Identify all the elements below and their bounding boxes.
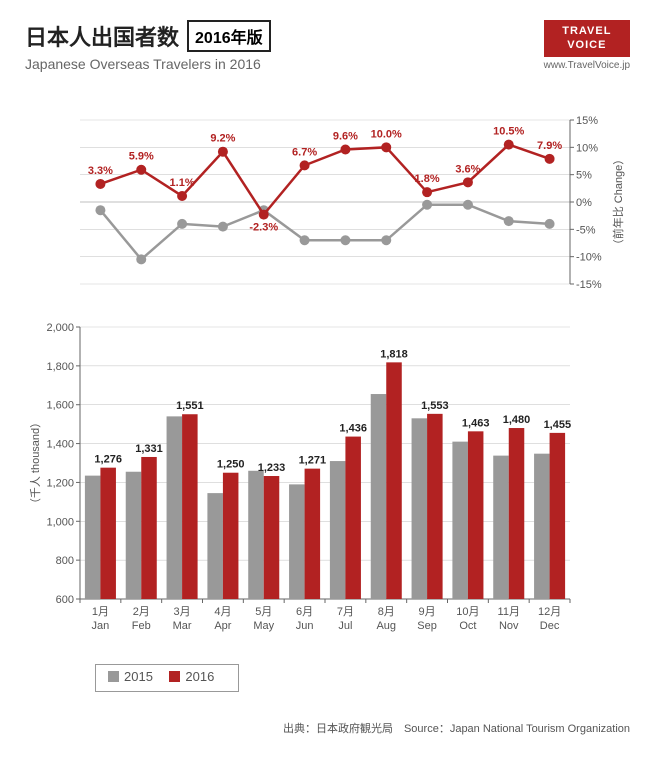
svg-text:8月: 8月 [378,606,395,618]
svg-text:600: 600 [56,594,74,606]
svg-text:2月: 2月 [133,606,150,618]
svg-text:2,000: 2,000 [46,322,74,334]
svg-text:6.7%: 6.7% [292,146,317,158]
svg-text:1,200: 1,200 [46,477,74,489]
svg-text:9月: 9月 [419,606,436,618]
svg-text:1,276: 1,276 [94,454,122,466]
svg-text:5.9%: 5.9% [129,151,154,163]
svg-text:4月: 4月 [214,606,231,618]
svg-text:Mar: Mar [173,620,192,632]
legend-label-2015: 2015 [124,669,153,684]
svg-text:Dec: Dec [540,620,560,632]
legend-swatch-2016 [169,671,180,682]
subtitle: Japanese Overseas Travelers in 2016 [25,56,630,72]
svg-text:12月: 12月 [538,606,561,618]
svg-text:Sep: Sep [417,620,437,632]
svg-text:1,551: 1,551 [176,400,204,412]
legend-item-2015: 2015 [108,669,153,684]
source-text: 出典：日本政府観光局 Source：Japan National Tourism… [25,720,630,736]
svg-text:-10%: -10% [576,252,602,264]
svg-text:1.8%: 1.8% [415,173,440,185]
svg-text:7月: 7月 [337,606,354,618]
svg-text:-15%: -15% [576,279,602,291]
legend-label-2016: 2016 [185,669,214,684]
svg-text:15%: 15% [576,115,598,127]
svg-text:10月: 10月 [456,606,479,618]
svg-text:Jun: Jun [296,620,314,632]
svg-text:6月: 6月 [296,606,313,618]
svg-text:1,331: 1,331 [135,443,163,455]
svg-text:5%: 5% [576,170,592,182]
logo-line1: TRAVEL [552,24,622,38]
svg-text:-5%: -5% [576,224,596,236]
svg-text:10.0%: 10.0% [371,128,402,140]
svg-text:Feb: Feb [132,620,151,632]
svg-text:1,553: 1,553 [421,400,449,412]
svg-text:1,600: 1,600 [46,400,74,412]
svg-text:10%: 10% [576,142,598,154]
svg-text:1,271: 1,271 [299,455,327,467]
svg-text:7.9%: 7.9% [537,140,562,152]
svg-text:10.5%: 10.5% [493,126,524,138]
svg-text:1,818: 1,818 [380,348,408,360]
svg-text:0%: 0% [576,197,592,209]
svg-text:1,436: 1,436 [339,423,367,435]
title-jp: 日本人出国者数 [25,20,179,52]
svg-text:Jul: Jul [338,620,352,632]
legend-swatch-2015 [108,671,119,682]
svg-text:1,233: 1,233 [258,462,286,474]
legend-item-2016: 2016 [169,669,214,684]
svg-text:5月: 5月 [255,606,272,618]
svg-text:1.1%: 1.1% [170,177,195,189]
logo-line2: VOICE [552,38,622,52]
charts-container: -15% -10% -5% 0% 5% 10% 15% （前年比 Change） 3.3% 5.9… [25,92,630,652]
svg-text:Oct: Oct [459,620,476,632]
header: 日本人出国者数 2016年版 Japanese Overseas Travele… [25,20,630,72]
svg-text:Aug: Aug [376,620,396,632]
logo-url: www.TravelVoice.jp [544,60,630,71]
svg-text:1,480: 1,480 [503,414,531,426]
svg-text:1,000: 1,000 [46,516,74,528]
svg-text:Nov: Nov [499,620,519,632]
svg-text:9.2%: 9.2% [210,133,235,145]
svg-text:1,400: 1,400 [46,439,74,451]
svg-text:（前年比 Change）: （前年比 Change） [611,154,625,251]
svg-text:1月: 1月 [92,606,109,618]
svg-text:1,250: 1,250 [217,459,245,471]
svg-text:Jan: Jan [92,620,110,632]
svg-text:1,463: 1,463 [462,417,490,429]
svg-text:11月: 11月 [498,606,520,618]
svg-text:（千人 thousand）: （千人 thousand） [29,417,42,509]
svg-text:Apr: Apr [214,620,231,632]
title-row: 日本人出国者数 2016年版 [25,20,630,52]
svg-text:3.6%: 3.6% [455,163,480,175]
svg-text:1,800: 1,800 [46,361,74,373]
legend: 2015 2016 [95,664,239,692]
svg-text:1,455: 1,455 [544,419,572,431]
svg-text:-2.3%: -2.3% [249,222,278,234]
logo-box: TRAVEL VOICE [544,20,630,57]
line-chart: -15% -10% -5% 0% 5% 10% 15% （前年比 Change） 3.3% 5.9… [25,92,630,292]
svg-text:800: 800 [56,555,74,567]
title-badge: 2016年版 [187,20,271,52]
svg-text:May: May [253,620,274,632]
svg-text:9.6%: 9.6% [333,131,358,143]
svg-text:3.3%: 3.3% [88,165,113,177]
bar-chart: 600 800 1,000 1,200 1,400 1,600 1,800 2,000 （千人 … [25,297,630,647]
logo: TRAVEL VOICE www.TravelVoice.jp [544,20,630,71]
svg-text:3月: 3月 [174,606,191,618]
